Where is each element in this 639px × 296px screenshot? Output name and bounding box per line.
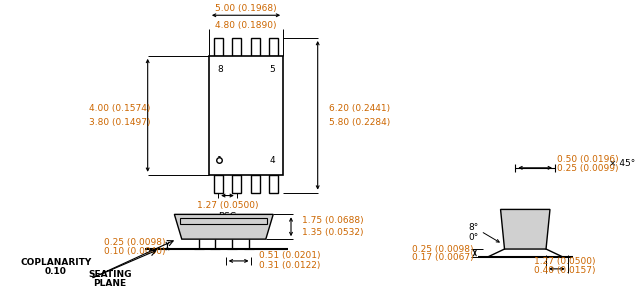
Text: 0.31 (0.0122): 0.31 (0.0122) [259, 261, 321, 270]
Text: BSC: BSC [219, 212, 236, 221]
Text: 0.50 (0.0196): 0.50 (0.0196) [557, 155, 619, 164]
Text: 1.27 (0.0500): 1.27 (0.0500) [197, 201, 258, 210]
Text: 0.25 (0.0098): 0.25 (0.0098) [413, 244, 474, 254]
Bar [270, 38, 278, 56]
Text: 0.10: 0.10 [45, 267, 66, 276]
Bar [233, 38, 241, 56]
Text: 6.20 (0.2441): 6.20 (0.2441) [328, 104, 390, 113]
Text: × 45°: × 45° [609, 159, 635, 168]
Polygon shape [174, 214, 273, 239]
Text: 0.25 (0.0099): 0.25 (0.0099) [557, 164, 619, 173]
Text: 0.10 (0.0040): 0.10 (0.0040) [104, 247, 166, 255]
Text: SEATING: SEATING [88, 270, 132, 279]
Text: 4: 4 [270, 156, 275, 165]
Polygon shape [500, 209, 550, 249]
Text: 0°: 0° [468, 233, 479, 242]
Bar [270, 175, 278, 193]
Text: 4.00 (0.1574): 4.00 (0.1574) [89, 104, 151, 113]
Bar [233, 175, 241, 193]
Bar [251, 175, 259, 193]
Text: 8: 8 [217, 65, 223, 74]
Text: 1: 1 [217, 156, 223, 165]
Bar [180, 218, 267, 224]
Text: 3.80 (0.1497): 3.80 (0.1497) [89, 118, 151, 127]
Text: 5.80 (0.2284): 5.80 (0.2284) [328, 118, 390, 127]
Bar [251, 38, 259, 56]
Bar [214, 175, 222, 193]
Bar [209, 56, 283, 175]
Text: 0.17 (0.0067): 0.17 (0.0067) [412, 253, 474, 263]
Text: PLANE: PLANE [93, 279, 127, 288]
Text: 0.51 (0.0201): 0.51 (0.0201) [259, 252, 321, 260]
Text: 8°: 8° [468, 223, 479, 232]
Text: 1.75 (0.0688): 1.75 (0.0688) [302, 216, 364, 225]
Text: 0.40 (0.0157): 0.40 (0.0157) [534, 266, 596, 275]
Text: COPLANARITY: COPLANARITY [20, 258, 91, 267]
Text: 1.35 (0.0532): 1.35 (0.0532) [302, 228, 363, 237]
Text: 4.80 (0.1890): 4.80 (0.1890) [215, 21, 277, 30]
Text: 5.00 (0.1968): 5.00 (0.1968) [215, 4, 277, 13]
Text: 0.25 (0.0098): 0.25 (0.0098) [104, 238, 166, 247]
Text: 1.27 (0.0500): 1.27 (0.0500) [534, 258, 596, 266]
Bar [214, 38, 222, 56]
Text: 5: 5 [270, 65, 275, 74]
